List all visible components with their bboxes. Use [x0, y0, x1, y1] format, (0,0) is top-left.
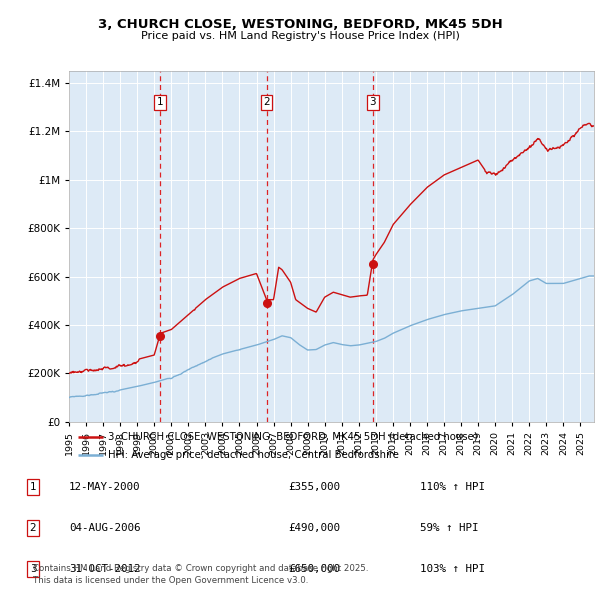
- Text: £650,000: £650,000: [288, 565, 340, 574]
- Text: 3, CHURCH CLOSE, WESTONING, BEDFORD, MK45 5DH (detached house): 3, CHURCH CLOSE, WESTONING, BEDFORD, MK4…: [109, 432, 478, 442]
- Text: Contains HM Land Registry data © Crown copyright and database right 2025.
This d: Contains HM Land Registry data © Crown c…: [33, 565, 368, 585]
- Text: 2: 2: [29, 523, 37, 533]
- Text: 110% ↑ HPI: 110% ↑ HPI: [420, 482, 485, 491]
- Text: 1: 1: [157, 97, 164, 107]
- Text: £490,000: £490,000: [288, 523, 340, 533]
- Text: 31-OCT-2012: 31-OCT-2012: [69, 565, 140, 574]
- Text: £355,000: £355,000: [288, 482, 340, 491]
- Text: 04-AUG-2006: 04-AUG-2006: [69, 523, 140, 533]
- Text: 103% ↑ HPI: 103% ↑ HPI: [420, 565, 485, 574]
- Text: 3, CHURCH CLOSE, WESTONING, BEDFORD, MK45 5DH: 3, CHURCH CLOSE, WESTONING, BEDFORD, MK4…: [98, 18, 502, 31]
- Text: 2: 2: [263, 97, 270, 107]
- Text: 3: 3: [370, 97, 376, 107]
- Text: Price paid vs. HM Land Registry's House Price Index (HPI): Price paid vs. HM Land Registry's House …: [140, 31, 460, 41]
- Text: 12-MAY-2000: 12-MAY-2000: [69, 482, 140, 491]
- Text: HPI: Average price, detached house, Central Bedfordshire: HPI: Average price, detached house, Cent…: [109, 450, 399, 460]
- Text: 59% ↑ HPI: 59% ↑ HPI: [420, 523, 479, 533]
- Text: 3: 3: [29, 565, 37, 574]
- Text: 1: 1: [29, 482, 37, 491]
